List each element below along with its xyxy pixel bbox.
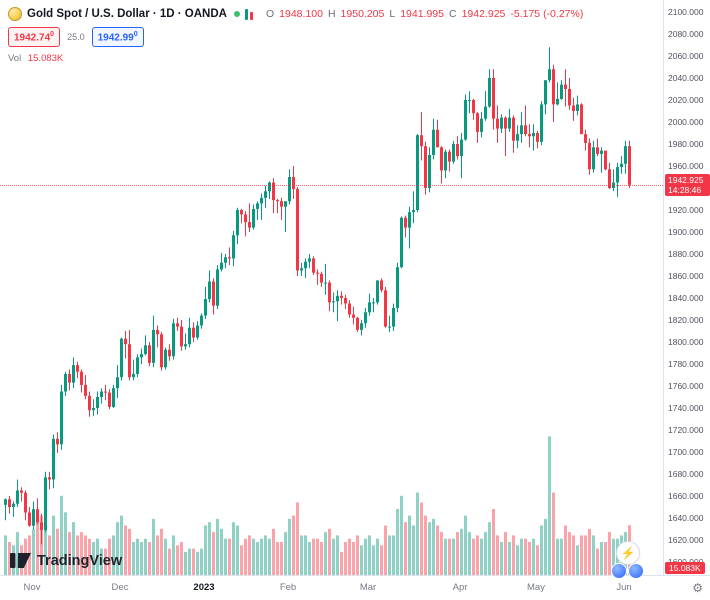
price-tick: 1920.000 <box>668 205 704 215</box>
bid-fraction: 0 <box>50 31 55 38</box>
volume-layer[interactable] <box>4 436 631 575</box>
high-value: 1950.205 <box>340 8 385 20</box>
price-tick: 1820.000 <box>668 315 704 325</box>
current-price-value: 1942.925 <box>668 174 704 185</box>
ask-value: 1942.99 <box>97 32 134 44</box>
symbol-header: Gold Spot / U.S. Dollar · 1D · OANDA O 19… <box>8 7 583 64</box>
price-tick: 2040.000 <box>668 73 704 83</box>
candles-svg[interactable] <box>0 0 663 575</box>
time-axis-label: Nov <box>23 582 41 593</box>
price-tick: 1660.000 <box>668 491 704 501</box>
time-axis[interactable]: Nov Dec 2023 Feb Mar Apr May Jun <box>0 575 710 600</box>
emoji-reactions-button[interactable] <box>611 563 645 579</box>
sell-price-button[interactable]: 1942.740 <box>8 27 61 48</box>
candles-layer[interactable] <box>4 47 631 545</box>
current-price-label: 1942.925 14:28:46 <box>665 173 710 196</box>
chart-pane[interactable]: Gold Spot / U.S. Dollar · 1D · OANDA O 19… <box>0 0 663 579</box>
price-tick: 1960.000 <box>668 161 704 171</box>
time-axis-label: Jun <box>616 582 632 593</box>
time-axis-label: Mar <box>359 582 377 593</box>
market-status-dot <box>233 11 240 17</box>
price-tick: 1800.000 <box>668 337 704 347</box>
vol-value: 15.083K <box>27 53 64 65</box>
price-tick: 1640.000 <box>668 513 704 523</box>
tradingview-logo[interactable]: TradingView <box>10 552 122 569</box>
open-label: O <box>265 8 275 20</box>
price-tick: 1860.000 <box>668 271 704 281</box>
low-value: 1941.995 <box>400 8 444 20</box>
price-tick: 2020.000 <box>668 95 704 105</box>
close-value: 1942.925 <box>461 8 506 20</box>
time-axis-label: May <box>527 582 545 593</box>
price-tick: 1700.000 <box>668 447 704 457</box>
price-tick: 1620.000 <box>668 535 704 545</box>
current-price-line <box>0 184 663 186</box>
settings-gear-icon[interactable]: ⚙ <box>692 581 703 595</box>
lightning-button[interactable]: ⚡ <box>616 541 640 565</box>
emoji-icon <box>611 563 627 579</box>
bid-value: 1942.74 <box>14 32 51 44</box>
symbol-title-row: Gold Spot / U.S. Dollar · 1D · OANDA O 19… <box>8 7 583 21</box>
price-tick: 2100.000 <box>668 7 704 17</box>
symbol-title[interactable]: Gold Spot / U.S. Dollar · 1D · OANDA <box>27 8 227 20</box>
price-tick: 2000.000 <box>668 117 704 127</box>
tradingview-logo-text: TradingView <box>37 552 123 569</box>
price-tick: 1720.000 <box>668 425 704 435</box>
price-tick: 2060.000 <box>668 51 704 61</box>
emoji-icon <box>628 563 644 579</box>
price-tick: 1760.000 <box>668 381 704 391</box>
time-axis-label: 2023 <box>193 582 215 593</box>
mini-candles-icon[interactable] <box>244 8 253 20</box>
open-value: 1948.100 <box>279 8 323 20</box>
price-tick: 1780.000 <box>668 359 704 369</box>
tradingview-mark-icon <box>10 553 31 568</box>
change-value: -5.175 (-0.27%) <box>510 8 584 20</box>
gold-coin-icon <box>8 7 22 21</box>
vol-label: Vol <box>8 53 22 65</box>
bar-countdown: 14:28:46 <box>668 184 702 195</box>
low-label: L <box>389 8 396 20</box>
price-axis[interactable]: 2100.000 2080.000 2060.000 2040.000 2020.000… <box>663 0 710 575</box>
time-axis-label: Feb <box>279 582 297 593</box>
high-label: H <box>327 8 336 20</box>
price-tick: 2080.000 <box>668 29 704 39</box>
volume-axis-badge: 15.083K <box>665 562 705 574</box>
close-label: C <box>448 8 457 20</box>
ohlc-values: O 1948.100 H 1950.205 L 1941.995 C 1942.925 … <box>266 8 583 20</box>
price-tick: 1680.000 <box>668 469 704 479</box>
time-axis-label: Apr <box>452 582 468 593</box>
price-tick: 1900.000 <box>668 227 704 237</box>
price-tick: 1880.000 <box>668 249 704 259</box>
ask-fraction: 0 <box>133 31 138 38</box>
bid-ask-row: 1942.740 25.0 1942.990 <box>8 27 583 48</box>
price-tick: 1740.000 <box>668 403 704 413</box>
time-axis-label: Dec <box>111 582 129 593</box>
spread-value: 25.0 <box>67 32 85 43</box>
volume-row: Vol 15.083K <box>8 53 583 64</box>
buy-price-button[interactable]: 1942.990 <box>91 27 144 48</box>
price-tick: 1980.000 <box>668 139 704 149</box>
price-tick: 1840.000 <box>668 293 704 303</box>
